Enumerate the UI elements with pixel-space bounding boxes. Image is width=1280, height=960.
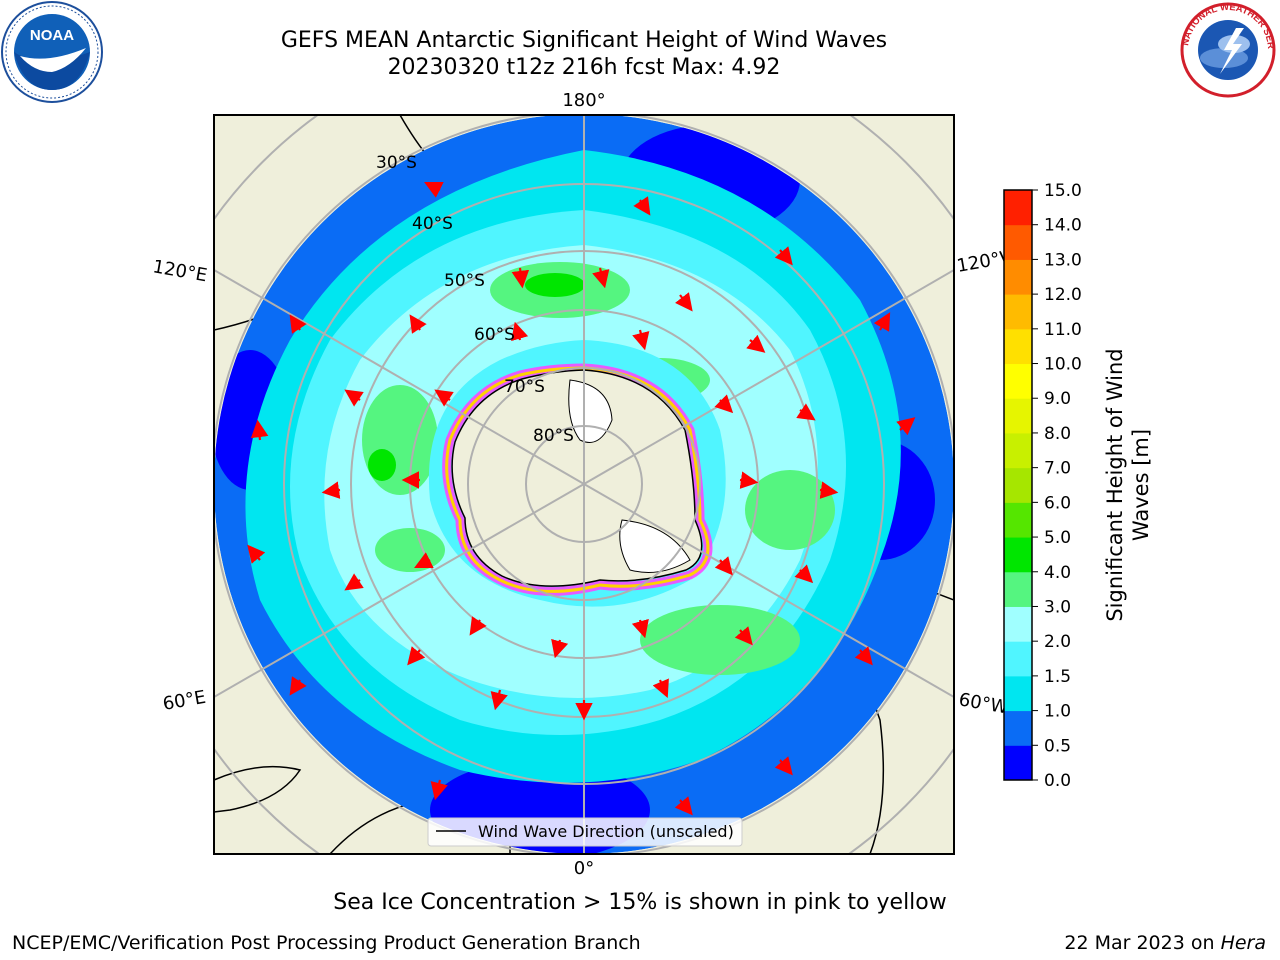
colorbar-tick-label: 2.0 xyxy=(1044,632,1071,652)
footer-right-date: 22 Mar 2023 on xyxy=(1064,932,1221,954)
colorbar-segment xyxy=(1004,571,1032,607)
colorbar-segment xyxy=(1004,467,1032,503)
meridian-label-60e: 60°E xyxy=(161,687,207,715)
colorbar-tick-label: 15.0 xyxy=(1044,181,1082,201)
colorbar-tick-label: 0.0 xyxy=(1044,771,1071,791)
latitude-label-80s: 80°S xyxy=(533,426,574,446)
colorbar-tick-label: 13.0 xyxy=(1044,250,1082,270)
colorbar-segment xyxy=(1004,502,1032,538)
colorbar-tick-label: 9.0 xyxy=(1044,389,1071,409)
colorbar-segment xyxy=(1004,398,1032,434)
colorbar-segment xyxy=(1004,432,1032,469)
colorbar-segment xyxy=(1004,190,1032,226)
meridian-label-120e: 120°E xyxy=(151,256,209,286)
colorbar-segment xyxy=(1004,641,1032,677)
meridian-label-180: 180° xyxy=(562,90,605,111)
colorbar-tick-label: 3.0 xyxy=(1044,597,1071,617)
colorbar-segment xyxy=(1004,224,1032,260)
colorbar-tick-label: 1.5 xyxy=(1044,667,1071,687)
colorbar-tick-label: 12.0 xyxy=(1044,285,1082,305)
colorbar-tick-label: 7.0 xyxy=(1044,459,1071,479)
colorbar-tick-label: 10.0 xyxy=(1044,355,1082,375)
colorbar-segment xyxy=(1004,710,1032,746)
colorbar-tick-label: 1.0 xyxy=(1044,702,1071,722)
map-frame xyxy=(213,114,955,855)
colorbar: 0.0 0.5 1.0 1.5 2.0 3.0 4.0 5.0 6.0 7.0 8.0 9.0 10.0… xyxy=(1003,181,1082,791)
map-title-line2: 20230320 t12z 216h fcst Max: 4.92 xyxy=(387,55,781,80)
colorbar-label-line1: Significant Height of Wind xyxy=(1103,348,1127,621)
nws-logo: NATIONAL WEATHER SERVICE xyxy=(1176,0,1276,98)
colorbar-segment xyxy=(1004,294,1032,330)
map-legend: Wind Wave Direction (unscaled) xyxy=(427,817,743,847)
legend-label: Wind Wave Direction (unscaled) xyxy=(478,822,734,841)
colorbar-segment xyxy=(1004,328,1032,365)
map-title-line1: GEFS MEAN Antarctic Significant Height o… xyxy=(280,28,888,53)
colorbar-tick-label: 4.0 xyxy=(1044,563,1071,583)
colorbar-tick-label: 8.0 xyxy=(1044,424,1071,444)
wind-wave-arrows xyxy=(247,182,916,816)
latitude-label-60s: 60°S xyxy=(474,325,515,345)
colorbar-segment xyxy=(1004,606,1032,642)
noaa-logo: NOAA xyxy=(1,1,103,103)
latitude-label-50s: 50°S xyxy=(444,271,485,291)
colorbar-segment xyxy=(1004,537,1032,573)
colorbar-tick-label: 11.0 xyxy=(1044,320,1082,340)
noaa-logo-text: NOAA xyxy=(30,27,74,44)
meridian-label-60w: 60°W xyxy=(957,689,1010,718)
colorbar-tick-label: 14.0 xyxy=(1044,216,1082,236)
colorbar-tick-label: 5.0 xyxy=(1044,528,1071,548)
colorbar-tick-label: 0.5 xyxy=(1044,736,1071,756)
colorbar-segment xyxy=(1004,363,1032,399)
colorbar-frame xyxy=(1003,189,1033,781)
footer-right: 22 Mar 2023 on Hera xyxy=(1064,932,1266,954)
colorbar-segment xyxy=(1004,675,1032,712)
latitude-label-30s: 30°S xyxy=(376,153,417,173)
colorbar-label-line2: Waves [m] xyxy=(1129,429,1153,541)
latitude-label-40s: 40°S xyxy=(412,214,453,234)
colorbar-segment xyxy=(1004,259,1032,295)
meridian-label-0: 0° xyxy=(574,858,594,879)
latitude-label-70s: 70°S xyxy=(504,377,545,397)
sea-ice-note: Sea Ice Concentration > 15% is shown in … xyxy=(333,890,947,915)
footer-right-machine: Hera xyxy=(1220,932,1266,954)
footer-left: NCEP/EMC/Verification Post Processing Pr… xyxy=(12,932,641,954)
colorbar-tick-label: 6.0 xyxy=(1044,493,1071,513)
colorbar-segment xyxy=(1004,745,1032,781)
